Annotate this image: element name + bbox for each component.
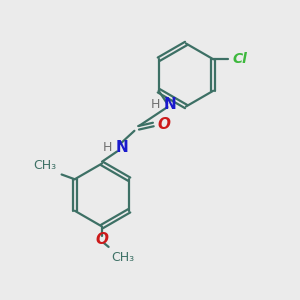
Text: Cl: Cl <box>233 52 248 66</box>
Text: H: H <box>103 141 112 154</box>
Text: CH₃: CH₃ <box>112 251 135 264</box>
Text: O: O <box>158 117 170 132</box>
Text: H: H <box>151 98 160 111</box>
Text: N: N <box>164 97 176 112</box>
Text: O: O <box>95 232 109 247</box>
Text: CH₃: CH₃ <box>34 159 57 172</box>
Text: N: N <box>116 140 128 155</box>
